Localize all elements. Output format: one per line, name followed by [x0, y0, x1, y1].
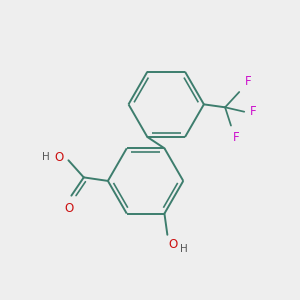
Text: F: F	[250, 105, 257, 118]
Text: F: F	[232, 131, 239, 144]
Text: O: O	[169, 238, 178, 251]
Text: O: O	[54, 151, 63, 164]
Text: F: F	[244, 76, 251, 88]
Text: H: H	[180, 244, 188, 254]
Text: H: H	[41, 152, 49, 162]
Text: O: O	[64, 202, 74, 215]
